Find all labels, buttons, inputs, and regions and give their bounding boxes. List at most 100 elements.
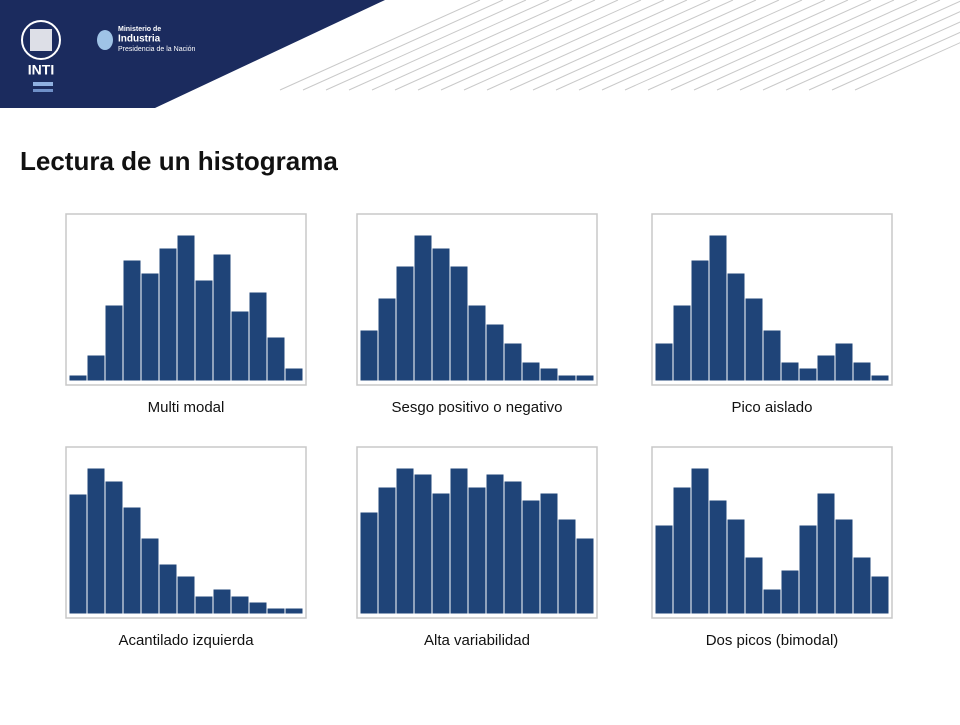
bar <box>852 361 872 382</box>
bar <box>158 247 178 382</box>
bar <box>557 518 577 615</box>
bar <box>672 304 692 382</box>
bar <box>212 588 232 615</box>
bar <box>798 524 818 615</box>
bar <box>762 329 782 382</box>
bar <box>68 374 88 382</box>
bar <box>539 367 559 382</box>
bar <box>431 247 451 382</box>
bar <box>284 607 304 615</box>
bar <box>176 575 196 615</box>
coat-of-arms <box>97 30 113 50</box>
bar <box>708 234 728 382</box>
bar <box>140 537 160 615</box>
stripe <box>440 0 642 91</box>
bar <box>539 492 559 615</box>
bar <box>780 569 800 615</box>
bar <box>834 518 854 615</box>
stripe <box>854 42 960 91</box>
bar <box>503 342 523 382</box>
logo-bar <box>33 82 53 86</box>
bar <box>690 259 710 382</box>
chart-caption: Alta variabilidad <box>424 632 530 649</box>
bar <box>377 486 397 615</box>
bar <box>395 265 415 382</box>
chart-caption: Dos picos (bimodal) <box>706 632 839 649</box>
bar <box>266 607 286 615</box>
stripe <box>693 0 895 91</box>
stripe <box>601 0 803 91</box>
bar <box>467 304 487 382</box>
bar <box>104 480 124 615</box>
bar <box>744 297 764 382</box>
bar <box>870 374 890 382</box>
bar <box>158 563 178 615</box>
stripe <box>831 31 960 91</box>
chart-caption: Acantilado izquierda <box>118 632 254 649</box>
bar <box>230 310 250 382</box>
bar <box>762 588 782 615</box>
bar <box>212 253 232 382</box>
bar <box>122 506 142 615</box>
bar <box>122 259 142 382</box>
bar <box>266 336 286 382</box>
logo-bar <box>33 89 53 92</box>
bar <box>431 492 451 615</box>
stripe <box>578 0 780 91</box>
bar <box>248 291 268 382</box>
bar <box>726 272 746 382</box>
bar <box>194 279 214 382</box>
stripe <box>785 11 960 91</box>
stripe <box>762 0 960 91</box>
bar <box>176 234 196 382</box>
bar <box>194 595 214 615</box>
bar <box>377 297 397 382</box>
bar <box>798 367 818 382</box>
bar <box>834 342 854 382</box>
stripe <box>624 0 826 91</box>
bar <box>485 323 505 382</box>
bar <box>816 354 836 382</box>
bar <box>816 492 836 615</box>
bar <box>575 374 595 382</box>
chart-caption: Multi modal <box>148 399 225 416</box>
bar <box>359 329 379 382</box>
bar <box>690 467 710 615</box>
stripe <box>302 0 504 91</box>
bar <box>672 486 692 615</box>
stripe <box>348 0 550 91</box>
bar <box>485 473 505 615</box>
stripe <box>325 0 527 91</box>
bar <box>780 361 800 382</box>
logo-grid <box>30 29 52 51</box>
stripe <box>808 21 960 91</box>
bar <box>744 556 764 615</box>
bar <box>86 467 106 615</box>
stripe <box>371 0 573 91</box>
bar <box>870 575 890 615</box>
bar <box>575 537 595 615</box>
stripe <box>417 0 619 91</box>
bar <box>68 493 88 615</box>
stripe <box>279 0 481 91</box>
bar <box>521 361 541 382</box>
header-stripes <box>279 0 960 91</box>
bar <box>467 486 487 615</box>
ministry: Industria <box>118 34 161 45</box>
logo-text: INTI <box>28 62 54 78</box>
stripe <box>647 0 849 91</box>
bar <box>104 304 124 382</box>
stripe <box>486 0 688 91</box>
bar <box>248 601 268 615</box>
slide-title: Lectura de un histograma <box>20 146 338 176</box>
presidency: Presidencia de la Nación <box>118 46 196 53</box>
bar <box>726 518 746 615</box>
bar <box>521 499 541 615</box>
stripe <box>509 0 711 91</box>
bar <box>413 473 433 615</box>
stripe <box>463 0 665 91</box>
stripe <box>716 0 918 91</box>
bar <box>395 467 415 615</box>
